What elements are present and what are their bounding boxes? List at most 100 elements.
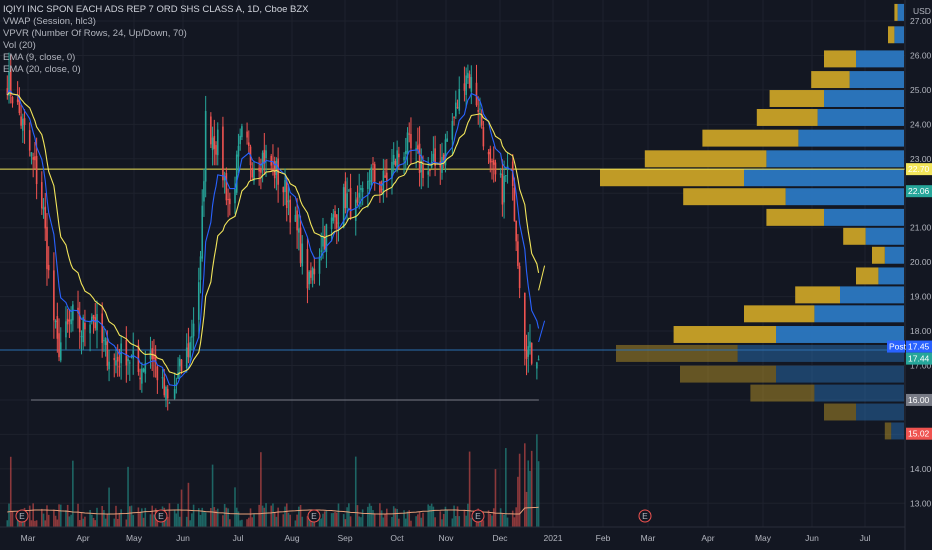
volume-bar xyxy=(9,456,12,527)
candle-body xyxy=(165,386,167,401)
volume-bar xyxy=(467,503,469,527)
candlesticks xyxy=(6,52,540,411)
earnings-marker-letter: E xyxy=(475,511,481,521)
candle-body xyxy=(253,169,255,182)
time-tick-label: Oct xyxy=(390,533,404,543)
candle-body xyxy=(384,175,386,178)
earnings-marker[interactable] xyxy=(638,509,652,523)
candle-body xyxy=(491,161,493,163)
volume-bar xyxy=(118,512,121,527)
indicator-vwap[interactable]: VWAP (Session, hlc3) xyxy=(3,16,96,27)
candle-body xyxy=(373,164,376,182)
volume-bar xyxy=(149,514,152,527)
volume-bar xyxy=(251,517,254,527)
volume-bar xyxy=(458,516,461,527)
candle-body xyxy=(166,388,169,399)
symbol-title[interactable]: IQIYI INC SPON EACH ADS REP 7 ORD SHS CL… xyxy=(3,4,309,15)
candle-body xyxy=(325,224,328,253)
volume-bar xyxy=(127,466,129,527)
volume-bar xyxy=(89,509,91,527)
volume-bar xyxy=(530,450,533,527)
time-tick-label: 2021 xyxy=(544,533,563,543)
volume-bar xyxy=(56,519,59,527)
volume-bar xyxy=(229,519,231,527)
volume-bar xyxy=(215,510,217,527)
volume-bar xyxy=(442,513,445,527)
candle-body xyxy=(151,348,153,360)
candle-body xyxy=(234,188,236,204)
volume-bar xyxy=(223,504,226,527)
candle-body xyxy=(66,318,69,325)
price-tag-bg xyxy=(906,352,932,365)
volume-bar xyxy=(499,508,502,527)
candle-body xyxy=(128,362,131,364)
time-axis[interactable]: Mar Apr May Jun Jul Aug Sep Oct Nov Dec 2021 Feb Mar… xyxy=(0,526,905,543)
candle-body xyxy=(311,267,314,281)
volume-bar xyxy=(58,504,60,527)
volume-bar xyxy=(373,513,376,527)
candle-body xyxy=(149,350,152,360)
candle-body xyxy=(392,154,395,165)
volume-bar xyxy=(536,434,538,527)
volume-bar xyxy=(465,515,467,527)
earnings-marker[interactable] xyxy=(154,509,168,523)
earnings-marker[interactable] xyxy=(471,509,485,523)
candle-body xyxy=(273,161,276,179)
candle-body xyxy=(197,282,200,320)
indicator-ema-9[interactable]: EMA (9, close, 0) xyxy=(3,52,76,63)
candle-body xyxy=(156,366,159,381)
earnings-marker[interactable] xyxy=(307,509,321,523)
candle-body xyxy=(187,343,190,358)
volume-bar xyxy=(348,503,350,527)
candle-body xyxy=(372,163,374,165)
volume-bar xyxy=(130,505,133,527)
earnings-marker-letter: E xyxy=(642,511,648,521)
volume-bar xyxy=(501,513,504,527)
candle-body xyxy=(284,180,286,193)
volume-bar xyxy=(261,505,264,527)
volume-bar xyxy=(320,518,323,527)
volume-bar xyxy=(144,507,147,527)
candle-body xyxy=(32,157,34,160)
volume-bar xyxy=(349,516,352,527)
profile-down-bar xyxy=(824,50,856,68)
indicator-vol[interactable]: Vol (20) xyxy=(3,40,36,51)
profile-up-bar xyxy=(814,384,904,402)
volume-bar xyxy=(420,517,423,527)
volume-bar xyxy=(482,520,485,527)
price-tick-label: 18.00 xyxy=(910,326,932,336)
volume-bar xyxy=(392,506,395,527)
volume-bar xyxy=(337,503,340,527)
ema-20-line xyxy=(6,92,540,376)
candle-body xyxy=(115,360,117,366)
volume-bar xyxy=(237,511,240,527)
volume-bar xyxy=(82,518,84,527)
profile-down-bar xyxy=(702,129,799,147)
candle-body xyxy=(80,336,83,338)
chart-legend[interactable]: IQIYI INC SPON EACH ADS REP 7 ORD SHS CL… xyxy=(3,4,309,76)
candle-body xyxy=(42,207,45,210)
volume-bar xyxy=(103,510,105,527)
volume-bar xyxy=(356,505,359,527)
candle-body xyxy=(361,187,364,193)
candle-body xyxy=(168,402,171,404)
time-tick-label: Mar xyxy=(21,533,36,543)
volume-bar xyxy=(65,510,67,527)
profile-down-bar xyxy=(884,422,892,440)
candle-body xyxy=(515,220,517,242)
indicator-vpvr[interactable]: VPVR (Number Of Rows, 24, Up/Down, 70) xyxy=(3,28,187,39)
earnings-marker[interactable] xyxy=(15,509,29,523)
volume-bar xyxy=(367,506,369,527)
time-tick-label: Apr xyxy=(701,533,714,543)
candle-body xyxy=(125,339,128,366)
candle-body xyxy=(418,143,421,174)
volume-bar xyxy=(234,487,236,527)
profile-up-bar xyxy=(894,26,904,44)
candle-body xyxy=(489,148,492,163)
candle-body xyxy=(223,176,226,181)
candle-body xyxy=(320,250,323,252)
candle-body xyxy=(505,175,507,177)
indicator-ema-20[interactable]: EMA (20, close, 0) xyxy=(3,64,81,75)
